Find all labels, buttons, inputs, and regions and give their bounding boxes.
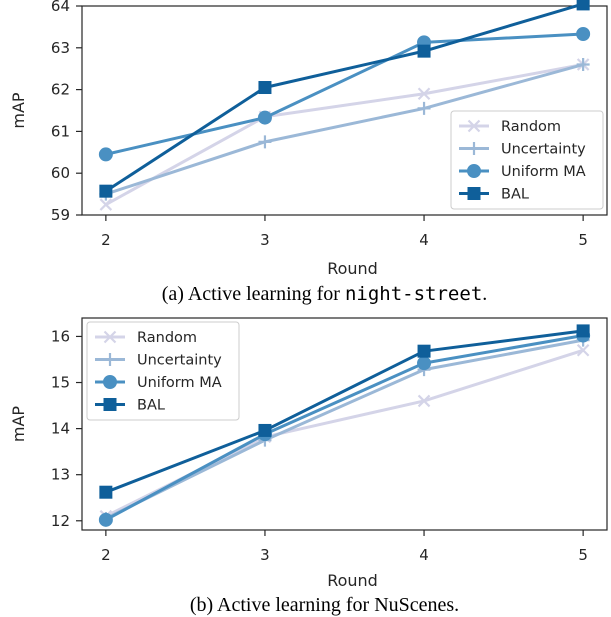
chart0-series3-point1-square-marker	[258, 81, 272, 95]
chart0-caption-code: night-street	[345, 283, 482, 305]
chart1-serieslegend3-point0-square-marker	[103, 398, 117, 411]
chart0-legend: Random Uncertainty Uniform MA BAL	[450, 110, 604, 210]
chart0-series-line-uniform-ma	[105, 32, 584, 156]
chart1-legend-box	[86, 321, 240, 421]
chart1-y-axis-title: mAP	[9, 406, 28, 443]
chart0-plot-frame	[81, 5, 608, 216]
chart0-series2-point1-circle-marker	[257, 110, 272, 125]
chart1-ytick-label: 16	[51, 327, 70, 345]
chart1-series2-point0-circle-marker	[98, 512, 113, 527]
chart0-y-axis-title: mAP	[9, 92, 28, 129]
chart0-caption-text: (a) Active learning for	[162, 283, 345, 305]
chart0-series1-point3-plus-marker	[576, 58, 590, 72]
chart1-caption-text: (b) Active learning for NuScenes.	[190, 594, 459, 616]
chart0-ytick-label: 59	[51, 206, 70, 224]
chart-0: 59 60 61 62 63 64 2 3 4 5 Round mAP Random Uncertaint…	[9, 0, 608, 305]
chart0-x-axis-title: Round	[327, 259, 378, 278]
chart1-caption: (b) Active learning for NuScenes.	[190, 594, 459, 616]
chart0-series-line-bal	[105, 2, 584, 193]
chart1-legend-label: BAL	[137, 398, 165, 414]
chart1-ytick-label: 12	[51, 512, 70, 530]
chart1-series0-point2-x-marker	[417, 394, 431, 408]
chart0-caption-suffix: .	[482, 283, 487, 305]
chart1-series3-point0-square-marker	[99, 485, 113, 499]
chart1-series-line-bal	[105, 329, 584, 494]
chart0-legend-box	[450, 110, 604, 210]
chart0-series-line-uncertainty	[105, 63, 584, 196]
chart1-plot-frame	[81, 317, 608, 531]
chart0-series3-point2-square-marker	[417, 44, 431, 58]
chart0-series0-point0-x-marker	[99, 198, 113, 211]
chart-1: 12 13 14 15 16 2 3 4 5 Round mAP Random Uncertainty U…	[9, 317, 608, 616]
chart1-serieslegend2-point0-circle-marker	[103, 375, 117, 389]
chart0-ytick-label: 64	[51, 0, 70, 15]
chart1-xtick-label: 4	[419, 546, 429, 564]
chart0-series2-point3-circle-marker	[576, 27, 591, 42]
chart0-xtick-label: 5	[578, 231, 588, 249]
chart1-series-line-uncertainty	[105, 338, 584, 520]
chart1-xtick-label: 2	[101, 546, 111, 564]
chart0-legend-label: BAL	[501, 187, 529, 203]
chart0-serieslegend0-point0-x-marker	[467, 119, 481, 133]
chart0-legend-label: Uniform MA	[501, 164, 586, 180]
chart1-series3-point2-square-marker	[417, 344, 431, 358]
chart1-ytick-label: 15	[51, 374, 70, 392]
chart0-legend-label: Uncertainty	[501, 142, 586, 158]
chart1-serieslegend0-point0-x-marker	[103, 330, 117, 344]
chart0-series0-point2-x-marker	[417, 87, 431, 101]
chart0-series3-point3-square-marker	[576, 0, 590, 11]
chart1-xtick-label: 3	[260, 546, 270, 564]
chart1-xtick-label: 5	[578, 546, 588, 564]
chart1-series0-point3-x-marker	[576, 343, 590, 357]
chart0-caption: (a) Active learning for night-street.	[162, 283, 488, 305]
chart0-ytick-label: 60	[51, 164, 70, 182]
chart1-x-axis-title: Round	[327, 571, 378, 590]
chart0-serieslegend1-point0-plus-marker	[467, 142, 481, 155]
chart0-series3-point0-square-marker	[99, 184, 113, 198]
chart1-legend-label: Uncertainty	[137, 353, 222, 369]
chart0-ytick-label: 62	[51, 81, 70, 99]
chart0-ytick-label: 61	[51, 122, 70, 140]
chart1-series3-point3-square-marker	[576, 324, 590, 338]
chart1-legend-label: Uniform MA	[137, 375, 222, 391]
chart0-xtick-label: 2	[101, 231, 111, 249]
chart0-series2-point0-circle-marker	[98, 147, 113, 162]
chart1-ytick-label: 14	[51, 420, 70, 438]
chart1-legend-label: Random	[137, 330, 197, 346]
chart1-legend: Random Uncertainty Uniform MA BAL	[86, 321, 240, 421]
chart0-legend-label: Random	[501, 119, 561, 135]
chart1-series2-point2-circle-marker	[417, 356, 432, 371]
chart0-xtick-label: 3	[260, 231, 270, 249]
chart0-xtick-label: 4	[419, 231, 429, 249]
chart1-series3-point1-square-marker	[258, 423, 272, 437]
chart0-ytick-label: 63	[51, 39, 70, 57]
chart1-series-line-uniform-ma	[105, 334, 584, 522]
chart1-ytick-label: 13	[51, 466, 70, 484]
chart0-series1-point1-plus-marker	[258, 135, 272, 149]
chart0-series-line-random	[105, 63, 584, 206]
chart0-series1-point2-plus-marker	[417, 101, 431, 115]
chart0-serieslegend3-point0-square-marker	[467, 187, 481, 200]
chart0-serieslegend2-point0-circle-marker	[467, 164, 481, 178]
chart1-serieslegend1-point0-plus-marker	[103, 353, 117, 366]
